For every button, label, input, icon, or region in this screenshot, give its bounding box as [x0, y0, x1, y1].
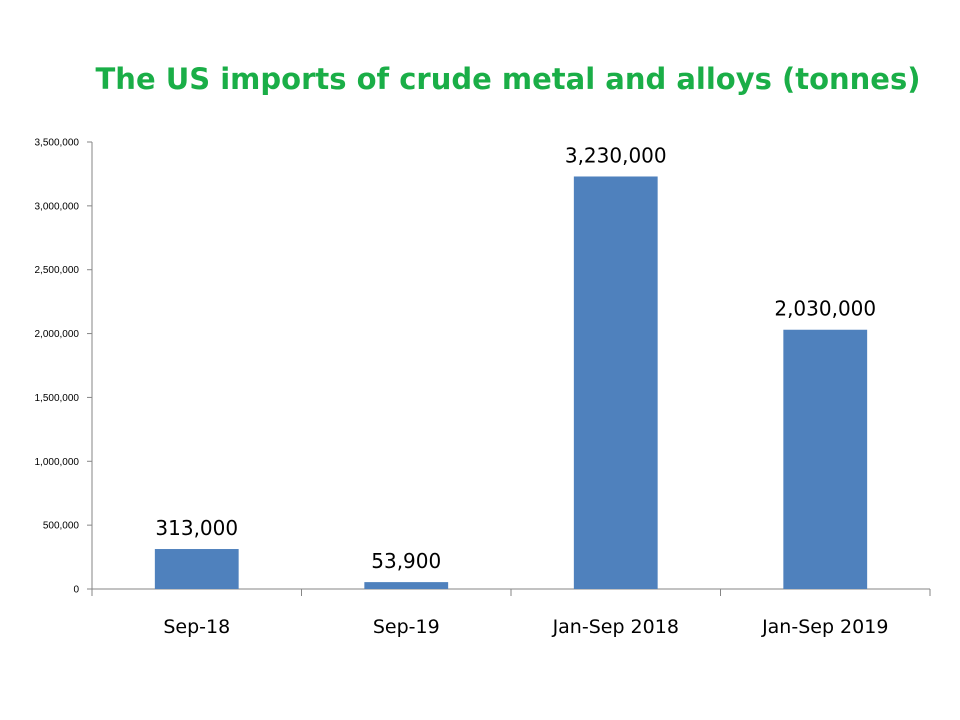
- y-tick-label: 2,000,000: [35, 329, 80, 340]
- x-tick-label: Jan-Sep 2018: [552, 616, 679, 638]
- x-axis: Sep-18 Sep-19 Jan-Sep 2018 Jan-Sep 2019: [91, 588, 931, 638]
- data-label: 53,900: [371, 549, 441, 573]
- y-tick-label: 3,500,000: [35, 138, 80, 149]
- x-tick-label: Sep-18: [163, 616, 230, 638]
- bar: [783, 329, 868, 589]
- y-tick-label: 1,000,000: [35, 457, 80, 468]
- bar: [573, 176, 658, 590]
- x-tick-label: Jan-Sep 2019: [761, 616, 888, 638]
- bars: [154, 176, 868, 590]
- data-label: 3,230,000: [565, 143, 667, 167]
- y-tick-label: 2,500,000: [35, 265, 80, 276]
- bar: [364, 582, 449, 589]
- y-axis: 0 500,000 1,000,000 1,500,000 2,000,000 2,500…: [35, 138, 93, 596]
- chart-title: The US imports of crude metal and alloys…: [95, 62, 921, 96]
- data-labels: 313,000 53,900 3,230,000 2,030,000: [155, 143, 876, 573]
- y-tick-label: 0: [73, 585, 79, 596]
- data-label: 313,000: [155, 516, 238, 540]
- y-tick-label: 3,000,000: [35, 201, 80, 212]
- bar: [154, 549, 239, 589]
- y-tick-label: 1,500,000: [35, 393, 80, 404]
- data-label: 2,030,000: [774, 297, 876, 321]
- x-tick-label: Sep-19: [373, 616, 440, 638]
- y-tick-label: 500,000: [43, 521, 80, 532]
